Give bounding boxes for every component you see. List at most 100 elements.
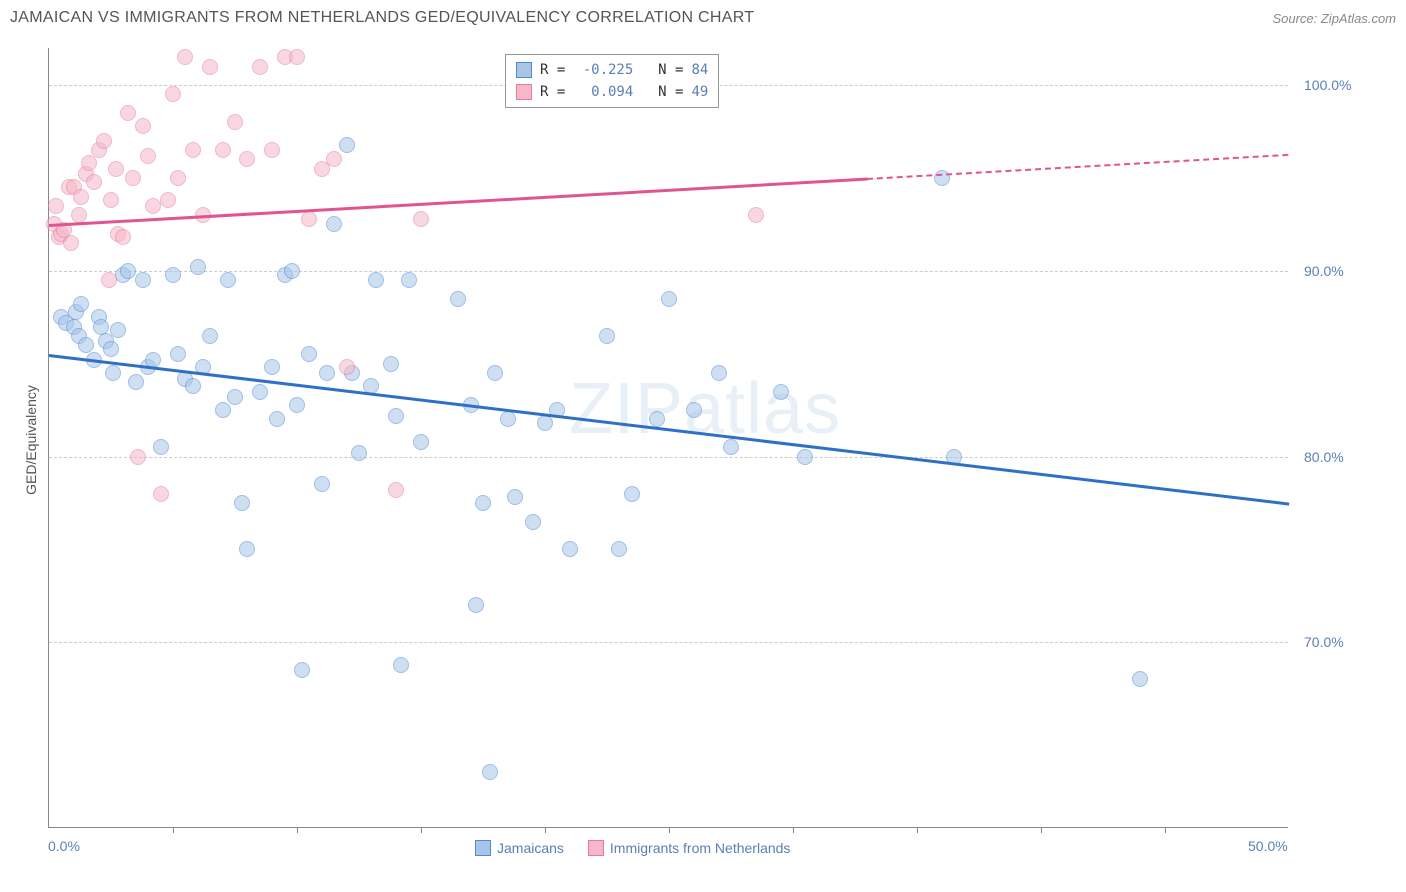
data-point <box>78 337 94 353</box>
data-point <box>383 356 399 372</box>
y-tick-label: 80.0% <box>1304 449 1344 465</box>
data-point <box>170 170 186 186</box>
data-point <box>108 161 124 177</box>
data-point <box>135 118 151 134</box>
data-point <box>264 142 280 158</box>
x-tick <box>793 827 794 833</box>
stats-n-value: 84 <box>691 62 708 78</box>
data-point <box>413 211 429 227</box>
data-point <box>525 514 541 530</box>
data-point <box>103 341 119 357</box>
data-point <box>96 133 112 149</box>
stats-r-label: R = <box>540 84 565 100</box>
data-point <box>289 49 305 65</box>
data-point <box>202 328 218 344</box>
legend-swatch <box>516 62 532 78</box>
stats-r-value: -0.225 <box>573 62 633 78</box>
x-tick <box>173 827 174 833</box>
data-point <box>165 267 181 283</box>
data-point <box>252 59 268 75</box>
trend-line-dash <box>867 154 1289 180</box>
data-point <box>153 486 169 502</box>
data-point <box>185 142 201 158</box>
data-point <box>797 449 813 465</box>
data-point <box>115 229 131 245</box>
legend-label: Jamaicans <box>497 840 564 856</box>
data-point <box>110 322 126 338</box>
data-point <box>393 657 409 673</box>
data-point <box>185 378 201 394</box>
plot-area: ZIPatlas R = -0.225 N = 84R = 0.094 N = … <box>48 48 1288 828</box>
data-point <box>319 365 335 381</box>
data-point <box>215 142 231 158</box>
data-point <box>239 151 255 167</box>
x-tick <box>1041 827 1042 833</box>
data-point <box>101 272 117 288</box>
x-tick <box>917 827 918 833</box>
data-point <box>482 764 498 780</box>
data-point <box>120 263 136 279</box>
data-point <box>73 296 89 312</box>
x-tick <box>297 827 298 833</box>
stats-n-value: 49 <box>691 84 708 100</box>
data-point <box>611 541 627 557</box>
data-point <box>326 151 342 167</box>
data-point <box>599 328 615 344</box>
data-point <box>227 114 243 130</box>
y-tick-label: 90.0% <box>1304 263 1344 279</box>
data-point <box>301 346 317 362</box>
y-tick-label: 70.0% <box>1304 634 1344 650</box>
stats-row: R = -0.225 N = 84 <box>516 59 708 81</box>
data-point <box>301 211 317 227</box>
title-bar: JAMAICAN VS IMMIGRANTS FROM NETHERLANDS … <box>10 6 1396 30</box>
x-tick <box>1165 827 1166 833</box>
y-axis-label: GED/Equivalency <box>23 385 39 495</box>
data-point <box>73 189 89 205</box>
data-point <box>135 272 151 288</box>
data-point <box>153 439 169 455</box>
data-point <box>723 439 739 455</box>
data-point <box>487 365 503 381</box>
legend-item: Immigrants from Netherlands <box>588 840 791 856</box>
x-tick <box>545 827 546 833</box>
data-point <box>103 192 119 208</box>
data-point <box>165 86 181 102</box>
data-point <box>140 148 156 164</box>
data-point <box>81 155 97 171</box>
data-point <box>264 359 280 375</box>
stats-row: R = 0.094 N = 49 <box>516 81 708 103</box>
data-point <box>711 365 727 381</box>
data-point <box>215 402 231 418</box>
gridline-h <box>49 457 1288 458</box>
data-point <box>105 365 121 381</box>
y-tick-label: 100.0% <box>1304 77 1351 93</box>
data-point <box>748 207 764 223</box>
data-point <box>239 541 255 557</box>
data-point <box>500 411 516 427</box>
data-point <box>475 495 491 511</box>
data-point <box>284 263 300 279</box>
legend-swatch <box>475 840 491 856</box>
data-point <box>120 105 136 121</box>
data-point <box>686 402 702 418</box>
legend-swatch <box>516 84 532 100</box>
legend-label: Immigrants from Netherlands <box>610 840 791 856</box>
data-point <box>125 170 141 186</box>
data-point <box>71 207 87 223</box>
stats-box: R = -0.225 N = 84R = 0.094 N = 49 <box>505 54 719 108</box>
stats-r-label: R = <box>540 62 565 78</box>
chart-title: JAMAICAN VS IMMIGRANTS FROM NETHERLANDS … <box>10 9 754 27</box>
data-point <box>269 411 285 427</box>
data-point <box>177 49 193 65</box>
stats-n-label: N = <box>641 62 683 78</box>
data-point <box>220 272 236 288</box>
data-point <box>388 408 404 424</box>
data-point <box>190 259 206 275</box>
trend-line <box>49 354 1289 505</box>
data-point <box>351 445 367 461</box>
data-point <box>289 397 305 413</box>
data-point <box>48 198 64 214</box>
data-point <box>234 495 250 511</box>
data-point <box>401 272 417 288</box>
data-point <box>773 384 789 400</box>
